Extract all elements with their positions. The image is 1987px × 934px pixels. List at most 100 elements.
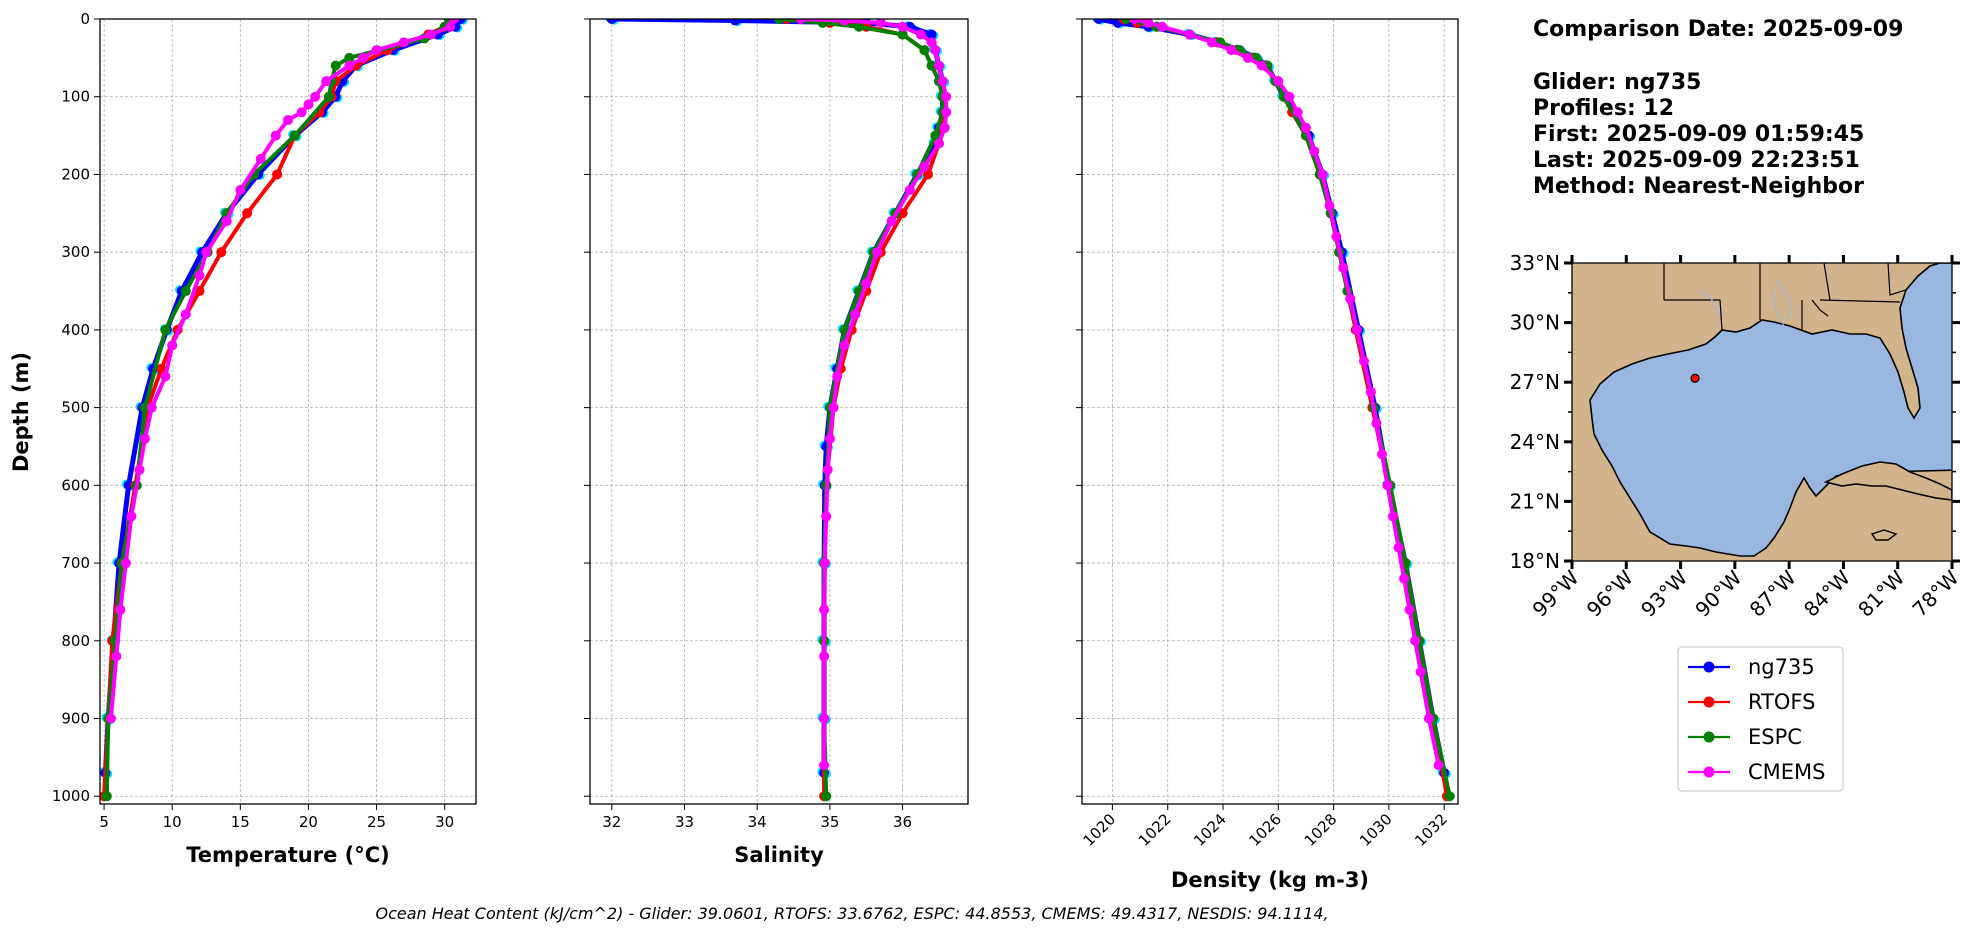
cmems-point — [1143, 19, 1154, 28]
cmems-point — [795, 19, 806, 24]
cmems-point — [904, 184, 915, 195]
cmems-point — [933, 60, 944, 71]
cmems-point — [1359, 355, 1369, 366]
cmems-point — [930, 45, 941, 56]
x-tick-label: 32 — [602, 813, 621, 831]
cmems-point — [832, 371, 843, 382]
cmems-point — [1399, 573, 1410, 584]
legend-marker-rtofs — [1703, 696, 1715, 708]
cmems-point — [255, 153, 266, 164]
temperature-panel: 5 10 15 20 25 3001002003004005006007008009001… — [9, 10, 477, 867]
cmems-point — [1324, 200, 1335, 211]
espc-point — [774, 19, 784, 24]
rtofs-point — [897, 208, 908, 219]
y-tick-label: 900 — [61, 710, 90, 728]
cmems-point — [371, 45, 382, 56]
rtofs-point — [272, 169, 283, 180]
x-tick-label: 1022 — [1135, 810, 1175, 850]
salinity-ticks: 32 33 34 35 36 — [584, 18, 912, 831]
espc-point — [1444, 791, 1455, 802]
legend-label-ng735: ng735 — [1748, 655, 1815, 679]
espc-point — [919, 45, 930, 56]
cuba — [1823, 461, 1952, 501]
cmems-point — [194, 270, 205, 281]
cmems-point — [1226, 45, 1237, 56]
lat-label: 30°N — [1510, 311, 1560, 335]
cmems-point — [146, 402, 157, 413]
cmems-point — [839, 340, 850, 351]
cmems-point — [1433, 760, 1444, 771]
x-tick-label: 1026 — [1245, 810, 1285, 850]
y-tick-label: 200 — [61, 165, 90, 183]
temperature-ticks: 5 10 15 20 25 3001002003004005006007008009001… — [52, 10, 454, 831]
x-tick-label: 25 — [367, 813, 386, 831]
cmems-point — [1242, 52, 1253, 63]
lon-label: 84°W — [1799, 565, 1855, 621]
cmems-point — [160, 371, 171, 382]
legend-label-rtofs: RTOFS — [1748, 690, 1815, 714]
cmems-point — [1129, 19, 1140, 24]
cmems-point — [1338, 262, 1349, 273]
density-xlabel: Density (kg m-3) — [1171, 868, 1369, 892]
cmems-point — [321, 76, 332, 87]
cmems-point — [1365, 387, 1376, 398]
cmems-point — [134, 464, 145, 475]
cmems-point — [1423, 713, 1434, 724]
cmems-point — [1309, 146, 1320, 157]
x-tick-label: 33 — [675, 813, 694, 831]
espc-point — [926, 60, 937, 71]
glider-name: Glider: ng735 — [1533, 70, 1701, 95]
density-panel: 1020 1022 1024 1026 1028 1030 1032 Density (kg… — [1076, 18, 1459, 892]
lon-label: 78°W — [1908, 565, 1964, 621]
cmems-point — [1388, 511, 1399, 522]
legend-marker-ng735 — [1703, 661, 1715, 673]
cmems-point — [1273, 76, 1284, 87]
ng735-point — [1093, 19, 1104, 24]
cmems-point — [283, 115, 293, 126]
temperature-frame — [99, 18, 477, 805]
x-tick-label: 5 — [99, 813, 109, 831]
cmems-point — [819, 651, 830, 662]
cmems-point — [822, 464, 833, 475]
lat-label: 27°N — [1510, 370, 1560, 394]
map-rivers — [1699, 279, 1791, 331]
cmems-point — [1393, 542, 1404, 553]
lon-label: 93°W — [1636, 565, 1692, 621]
x-tick-label: 15 — [231, 813, 250, 831]
espc-point — [101, 791, 112, 802]
salinity-series — [605, 19, 952, 802]
cmems-point — [270, 130, 281, 141]
cmems-point — [111, 651, 122, 662]
cmems-point — [1371, 418, 1382, 429]
x-tick-label: 10 — [163, 813, 182, 831]
espc-point — [930, 130, 941, 141]
map-borders — [1663, 263, 1907, 331]
gulf-of-mexico — [1589, 263, 1952, 557]
cmems-point — [1382, 480, 1393, 491]
cmems-point — [828, 402, 839, 413]
cmems-point — [201, 247, 212, 258]
cmems-point — [357, 52, 368, 63]
ng735-point — [606, 19, 617, 24]
cmems-point — [1206, 37, 1217, 48]
salinity-frame — [589, 18, 969, 805]
y-tick-label: 100 — [61, 88, 90, 106]
x-tick-label: 36 — [893, 813, 912, 831]
cmems-point — [819, 760, 830, 771]
comparison-date: Comparison Date: 2025-09-09 — [1533, 17, 1903, 42]
last-time: Last: 2025-09-09 22:23:51 — [1533, 148, 1860, 173]
espc-point — [330, 60, 341, 71]
rtofs-point — [216, 247, 227, 258]
cmems-point — [1157, 21, 1168, 32]
espc-point — [897, 29, 908, 40]
first-time: First: 2025-09-09 01:59:45 — [1533, 122, 1864, 147]
cmems-point — [1284, 91, 1295, 102]
legend-label-cmems: CMEMS — [1748, 760, 1826, 784]
cmems-point — [1410, 635, 1421, 646]
cmems-point — [1184, 29, 1195, 40]
method: Method: Nearest-Neighbor — [1533, 174, 1864, 199]
legend: ng735 RTOFS ESPC CMEMS — [1677, 646, 1844, 792]
espc-point — [289, 130, 300, 141]
gulf-map: 33°N 30°N 27°N 24°N 21°N 18°N99°W96°W93°W90°W… — [1510, 251, 1964, 622]
